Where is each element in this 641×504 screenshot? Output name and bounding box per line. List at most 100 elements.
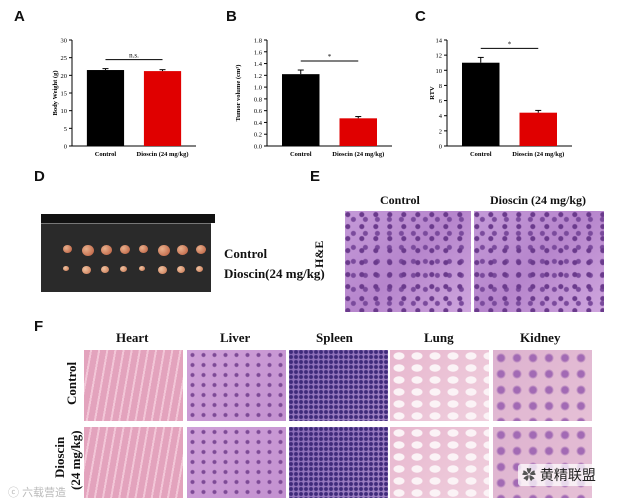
tumor-control: [63, 245, 72, 253]
organ-col-spleen: Spleen: [316, 330, 353, 345]
chart3-bar: [462, 62, 500, 146]
chart1-ytick-label: 0: [64, 144, 67, 151]
chart2-ytick-label: 1.4: [254, 61, 263, 68]
tumor-row1-label: Control: [224, 246, 268, 261]
ruler: [41, 214, 211, 224]
organ-col-kidney: Kidney: [520, 330, 561, 345]
kidney-image-dioscin: [493, 427, 592, 498]
tumor-control: [158, 245, 170, 256]
chart3-ytick-label: 4: [439, 113, 443, 120]
watermark-left-text: 六载营造: [22, 487, 67, 499]
chart3-ytick-label: 0: [439, 144, 442, 151]
chart2-category-label: Control: [290, 151, 312, 158]
ruler-extension: [211, 214, 215, 223]
chart2-ytick-label: 0.2: [254, 132, 262, 139]
he-row-label: H&E: [312, 240, 326, 268]
watermark-left-icon: ⓒ: [8, 487, 19, 499]
organ-col-heart: Heart: [116, 330, 149, 345]
chart3-ytick-label: 8: [439, 83, 442, 90]
tumor-dioscin: [196, 266, 203, 272]
he-col2-label: Dioscin (24 mg/kg): [490, 193, 586, 207]
tumor-dioscin: [158, 266, 167, 274]
chart1-ytick-label: 10: [61, 108, 68, 115]
chart3-ytick-label: 10: [436, 68, 443, 75]
chart1-category-label: Dioscin (24 mg/kg): [137, 151, 189, 158]
chart2-ytick-label: 0.6: [254, 108, 263, 115]
watermark-right-text: 黄精联盟: [539, 467, 596, 483]
tumor-dioscin: [120, 266, 127, 272]
heart-image-control: [84, 350, 183, 421]
lung-image-dioscin: [390, 427, 489, 498]
organ-row-dose: (24 mg/kg): [68, 430, 83, 490]
chart3-category-label: Control: [470, 151, 492, 158]
chart1-bar: [143, 71, 182, 146]
chart2-bar: [282, 74, 320, 146]
chart3-ylabel: RTV: [429, 86, 436, 100]
panel-letter-b: B: [226, 8, 237, 25]
chart1-ytick-label: 30: [61, 38, 68, 45]
tumor-control: [120, 245, 130, 254]
chart2-sig-label: *: [328, 53, 332, 61]
chart1-ytick-label: 15: [61, 91, 68, 98]
chart2-ytick-label: 1.6: [254, 49, 263, 56]
chart1-ylabel: Body Weight (g): [52, 70, 59, 115]
chart1-ytick-label: 20: [61, 73, 68, 80]
chart2-ytick-label: 1.8: [254, 38, 262, 45]
heart-image-dioscin: [84, 427, 183, 498]
chart2-ylabel: Tumor volume (cm³): [235, 65, 242, 122]
chart3-ytick-label: 12: [436, 53, 443, 60]
organ-row-dioscin: Dioscin: [52, 436, 67, 478]
tumor-dioscin: [101, 266, 109, 273]
chart3-ytick-label: 6: [439, 98, 443, 105]
tumor-dioscin: [177, 266, 185, 273]
liver-image-control: [187, 350, 286, 421]
chart3-ytick-label: 2: [439, 128, 442, 135]
tumor-control: [101, 245, 112, 255]
chart2-ytick-label: 0.8: [254, 96, 262, 103]
chart1-ytick-label: 25: [61, 55, 68, 62]
liver-image-dioscin: [187, 427, 286, 498]
chart1-bar: [86, 70, 125, 146]
panel-letter-f: F: [34, 318, 44, 335]
panel-letter-d: D: [34, 168, 45, 185]
chart3-bar: [519, 112, 557, 146]
chart2-ytick-label: 0.4: [254, 120, 263, 127]
tumor-row2-label: Dioscin(24 mg/kg): [224, 266, 325, 281]
watermark-left: ⓒ 六载营造: [8, 484, 66, 500]
chart2-bar: [339, 118, 377, 146]
tumor-photo: [41, 214, 211, 292]
chart2-ytick-label: 1.0: [254, 85, 262, 92]
chart2-category-label: Dioscin (24 mg/kg): [332, 151, 384, 158]
he-col1-label: Control: [380, 193, 420, 207]
tumor-control: [139, 245, 148, 253]
chart3-sig-label: *: [508, 40, 512, 48]
organ-col-lung: Lung: [424, 330, 454, 345]
spleen-image-control: [289, 350, 388, 421]
chart2-ytick-label: 1.2: [254, 73, 262, 80]
panel-letter-e: E: [310, 168, 321, 185]
chart2-ytick-label: 0.0: [254, 144, 262, 151]
tumor-dioscin: [82, 266, 91, 274]
he-image-dioscin: [474, 211, 604, 312]
organ-col-liver: Liver: [220, 330, 251, 345]
tumor-control: [196, 245, 206, 254]
he-image-control: [345, 211, 471, 312]
watermark-right: ✿ 黄精联盟: [518, 464, 600, 486]
tumor-dioscin: [63, 266, 69, 271]
kidney-image-control: [493, 350, 592, 421]
tumor-control: [82, 245, 94, 256]
tumor-control: [177, 245, 188, 255]
tumor-dioscin: [139, 266, 145, 271]
chart1-category-label: Control: [95, 151, 117, 158]
organ-row-control: Control: [64, 361, 79, 405]
chart1-ytick-label: 5: [64, 126, 67, 133]
wechat-icon: ✿: [522, 467, 536, 483]
chart3-category-label: Dioscin (24 mg/kg): [512, 151, 564, 158]
panel-letter-c: C: [415, 8, 426, 25]
chart3-ytick-label: 14: [436, 38, 443, 45]
panel-letter-a: A: [14, 8, 25, 25]
lung-image-control: [390, 350, 489, 421]
spleen-image-dioscin: [289, 427, 388, 498]
chart1-sig-label: n.s.: [129, 52, 139, 60]
